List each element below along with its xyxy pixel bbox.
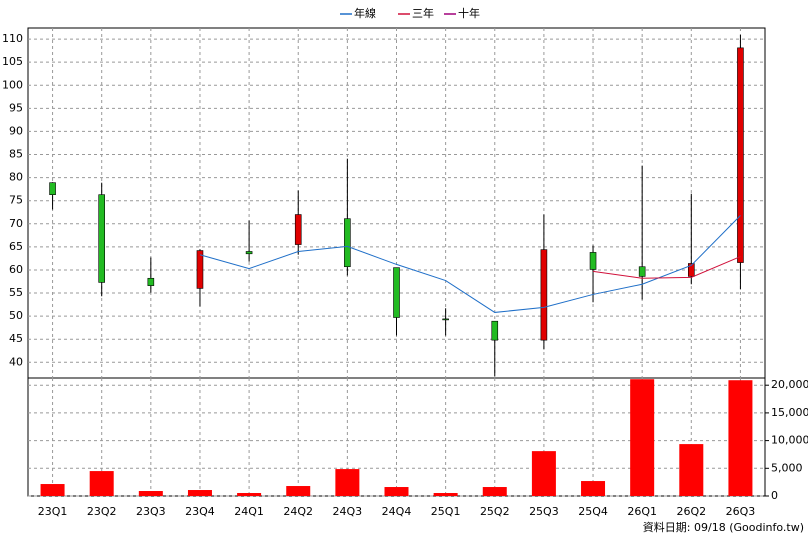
candle-body (147, 277, 155, 286)
volume-bar (679, 444, 704, 496)
y-tick-label: 100 (2, 78, 23, 91)
candle-body (196, 250, 204, 289)
candle-body (245, 251, 253, 255)
candle-body (49, 182, 56, 195)
x-tick-label: 26Q2 (676, 505, 706, 518)
candle-body (393, 267, 400, 318)
y-tick-label: 40 (9, 355, 23, 368)
volume-bar (630, 379, 655, 496)
candle-body (344, 218, 351, 268)
volume-frame (27, 377, 766, 497)
volume-bar (237, 493, 262, 496)
volume-bar (531, 451, 556, 496)
candle-body (98, 194, 105, 283)
y2-tick-label: 5,000 (771, 461, 803, 474)
y-tick-label: 65 (9, 240, 23, 253)
candle-body (589, 252, 597, 270)
y-tick-label: 110 (2, 32, 23, 45)
candle-body (294, 214, 302, 245)
y2-tick-label: 0 (771, 489, 778, 502)
x-tick-label: 23Q1 (38, 505, 68, 518)
volume-bar (187, 490, 212, 496)
y-tick-label: 90 (9, 124, 23, 137)
volume-bar (433, 493, 458, 496)
x-tick-label: 25Q1 (431, 505, 461, 518)
candle-body (687, 263, 695, 277)
x-tick-label: 25Q4 (578, 505, 608, 518)
volume-bar (384, 487, 409, 496)
legend-label: 十年 (458, 6, 480, 20)
y2-tick-label: 10,000 (771, 434, 808, 447)
x-tick-label: 26Q3 (726, 505, 756, 518)
source-note: 資料日期: 09/18 (Goodinfo.tw) (643, 520, 804, 534)
line-series (592, 256, 741, 279)
volume-bar (335, 469, 360, 496)
volume-bar (89, 471, 114, 496)
x-tick-label: 24Q3 (333, 505, 363, 518)
volume-bar (138, 491, 163, 496)
x-tick-label: 23Q4 (185, 505, 215, 518)
x-tick-label: 24Q4 (382, 505, 412, 518)
candle-body (491, 320, 499, 341)
y-tick-label: 70 (9, 217, 23, 230)
y2-tick-label: 20,000 (771, 378, 808, 391)
y-tick-label: 85 (9, 148, 23, 161)
legend-label: 三年 (412, 6, 434, 20)
candle-body (737, 47, 744, 263)
x-tick-label: 23Q3 (136, 505, 166, 518)
volume-bar (40, 484, 65, 496)
x-tick-label: 23Q2 (87, 505, 117, 518)
x-tick-label: 24Q1 (234, 505, 264, 518)
x-tick-label: 26Q1 (627, 505, 657, 518)
volume-bar (728, 380, 753, 496)
y-tick-label: 45 (9, 332, 23, 345)
y-tick-label: 60 (9, 263, 23, 276)
x-tick-label: 25Q3 (529, 505, 559, 518)
candle-body (442, 318, 449, 321)
y-tick-label: 55 (9, 286, 23, 299)
y2-tick-label: 15,000 (771, 406, 808, 419)
legend-label: 年線 (354, 6, 376, 20)
y-tick-label: 80 (9, 171, 23, 184)
volume-bar (286, 486, 311, 496)
candle-body (638, 266, 646, 277)
line-series (199, 215, 741, 313)
y-tick-label: 95 (9, 101, 23, 114)
candle-body (540, 249, 548, 341)
y-tick-label: 105 (2, 55, 23, 68)
volume-bar (482, 487, 507, 496)
y-tick-label: 75 (9, 194, 23, 207)
x-tick-label: 24Q2 (283, 505, 313, 518)
y-tick-label: 50 (9, 309, 23, 322)
volume-bar (581, 481, 606, 496)
x-tick-label: 25Q2 (480, 505, 510, 518)
